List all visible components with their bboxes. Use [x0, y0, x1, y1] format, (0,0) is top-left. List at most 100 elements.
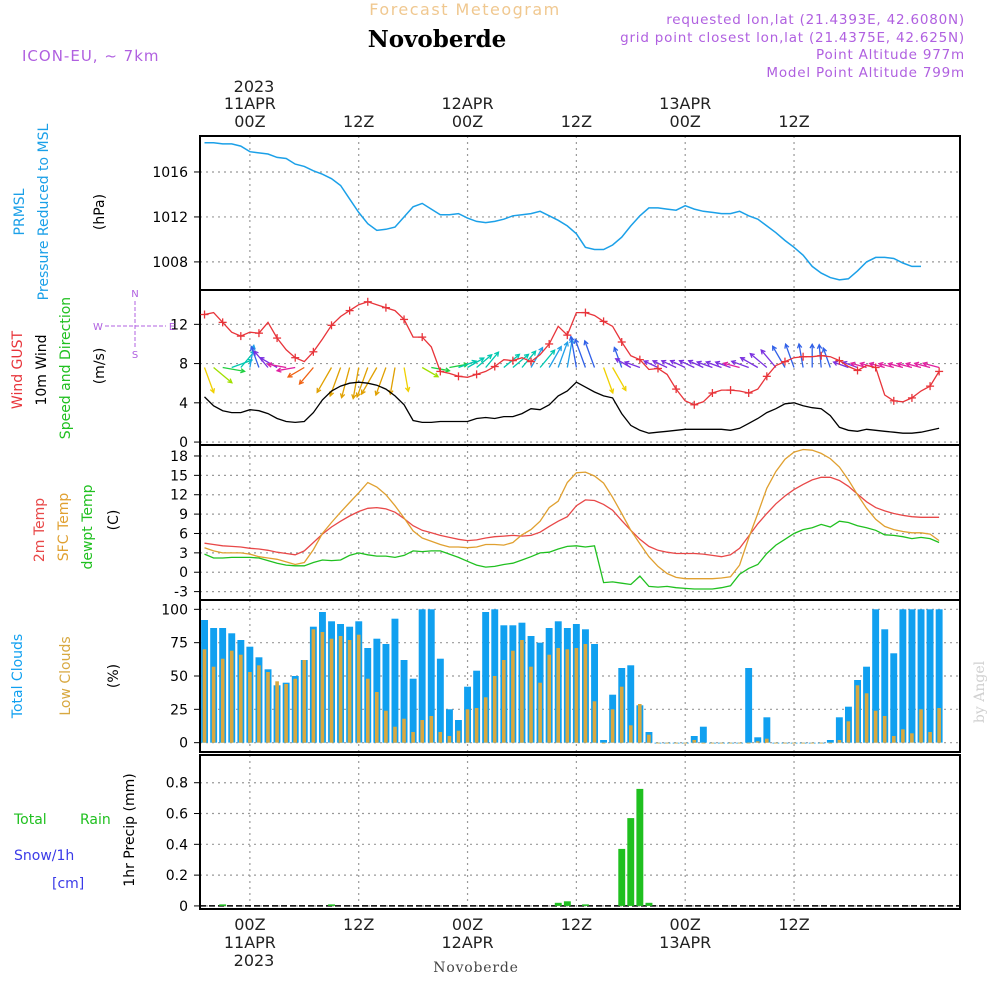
wind-arrow-head [298, 379, 304, 386]
wind-arrow-head [433, 372, 440, 378]
low-cloud-bar [710, 742, 715, 744]
wind-arrow [661, 360, 677, 369]
total-cloud-bar [881, 629, 889, 743]
low-cloud-bar [629, 725, 633, 743]
bottom-hour-label: 12Z [343, 915, 374, 934]
wind-arrow-head [859, 361, 865, 367]
total-cloud-bar [436, 658, 444, 743]
wind-arrow [361, 367, 378, 395]
total-cloud-bar [409, 678, 417, 743]
wind-arrow-head [523, 353, 530, 359]
wind-arrow-head [209, 388, 216, 394]
temperature-ytick-label: 0 [179, 565, 188, 581]
bottom-date-label: 13APR [659, 933, 711, 952]
temperature-ytick-label: -3 [174, 585, 188, 601]
rain-bar [582, 904, 589, 906]
low-cloud-bar [529, 666, 533, 743]
grid-point-coords: grid point closest lon,lat (21.4375E, 42… [620, 30, 965, 46]
wind-arrow-head [568, 337, 575, 344]
forecast-title: Forecast Meteogram [369, 0, 560, 19]
total-cloud-bar [763, 717, 771, 743]
low-cloud-bar [692, 740, 697, 743]
rain-bar [219, 904, 227, 906]
total-cloud-bar [917, 609, 925, 743]
rain-label: Rain [80, 812, 111, 828]
low-cloud-bar [356, 634, 361, 743]
wind-arrow [231, 359, 253, 369]
total-cloud-bar [591, 644, 598, 743]
wind-arrow [476, 354, 493, 368]
wind-arrow-head [550, 349, 556, 355]
total-cloud-bar [826, 740, 834, 743]
low-cloud-bar [320, 632, 325, 743]
clouds-ytick-label: 50 [170, 669, 188, 685]
temperature-ytick-label: 6 [179, 526, 188, 542]
bottom-date-label: 11APR [224, 933, 276, 952]
wind-arrow [612, 367, 627, 391]
compass-rose: N S W E [93, 289, 175, 361]
top-hour-label: 00Z [234, 112, 265, 131]
low-cloud-bar [919, 709, 923, 743]
top-hour-label: 00Z [670, 112, 701, 131]
sfc-temp-label: SFC Temp [56, 493, 72, 562]
total-cloud-bar [418, 609, 426, 743]
low-cloud-bar [438, 732, 443, 743]
wind-arrow-head [730, 359, 737, 366]
wind-arrow [613, 347, 623, 368]
wind-arrow-head [494, 351, 500, 357]
wind-arrow-head [760, 348, 766, 355]
low-cloud-bar [302, 660, 307, 743]
wind-arrow [772, 345, 786, 368]
cloud-labels: Total Clouds Low Clouds (%) [10, 634, 122, 719]
wind-arrow-head [687, 359, 694, 365]
total-cloud-bar [690, 736, 698, 743]
low-cloud-bar [211, 666, 216, 743]
compass-south: S [132, 350, 138, 361]
wind-arrow [679, 360, 695, 369]
pressure-frame [199, 135, 961, 291]
clouds-frame [199, 599, 961, 753]
low-cloud-bar [882, 716, 887, 743]
wind-arrow-head [784, 342, 790, 349]
low-cloud-bar [647, 734, 651, 743]
wind-arrow [798, 343, 804, 368]
wind-arrow [403, 367, 409, 392]
wind-arrow-head [816, 343, 823, 350]
low-cloud-bar [610, 709, 615, 743]
wind-arrow [833, 361, 849, 369]
wind-arrow-head [286, 372, 293, 378]
10m-wind-label: 10m Wind [34, 334, 50, 405]
low-cloud-bar [619, 686, 624, 743]
precip-ytick-label: 0.4 [166, 837, 188, 853]
top-hour-label: 12Z [778, 112, 809, 131]
low-cloud-bar [864, 693, 869, 743]
wind-ytick-label: 8 [179, 357, 188, 373]
wind-arrow [670, 360, 686, 369]
wind-arrow-head [355, 392, 361, 399]
wind-arrow-head [832, 360, 839, 366]
precip-ytick-label: 0.6 [166, 807, 188, 823]
low-cloud-bar [266, 672, 270, 743]
wind-arrow-head [227, 378, 233, 384]
low-cloud-bar [347, 640, 352, 743]
wind-arrow [340, 367, 351, 398]
dewpt-temp-label: dewpt Temp [80, 484, 96, 569]
low-cloud-bar [574, 648, 579, 743]
wind-arrow [731, 360, 749, 369]
wind-arrow-head [538, 346, 544, 353]
wind-arrow [723, 362, 740, 369]
total-cloud-bar [427, 609, 435, 743]
low-cloud-bar [855, 685, 860, 743]
panels: 10081012101604812-3036912151802550751000… [152, 135, 961, 915]
wind-arrow [822, 347, 831, 368]
rain-bar [563, 901, 571, 906]
wind-arrow-head [887, 361, 894, 368]
top-hour-label: 00Z [452, 112, 483, 131]
wind-arrow [652, 360, 668, 369]
wind-arrow [203, 367, 215, 393]
wind-arrow-head [651, 360, 658, 365]
rain-bar [627, 818, 635, 906]
requested-coords: requested lon,lat (21.4393E, 42.6080N) [666, 12, 965, 28]
low-cloud-bar [329, 638, 334, 743]
